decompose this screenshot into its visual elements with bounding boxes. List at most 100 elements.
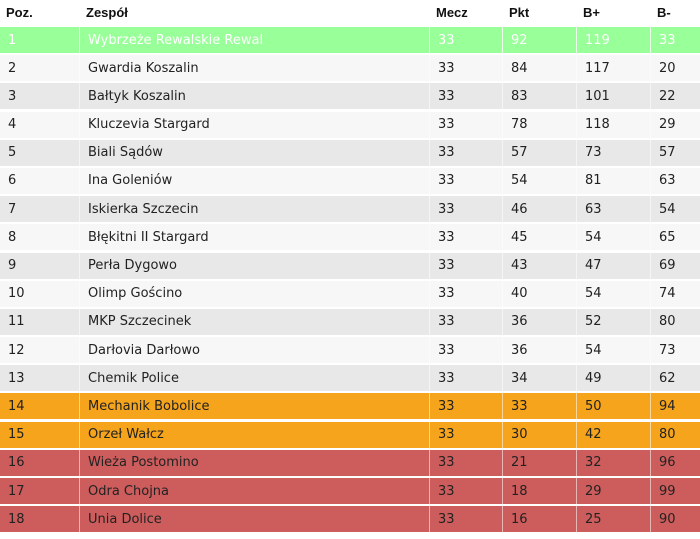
cell-goals-for: 50 (577, 393, 651, 420)
table-row: 13 Chemik Police 33 34 49 62 (0, 365, 700, 392)
cell-points: 36 (503, 308, 577, 335)
cell-matches: 33 (430, 337, 503, 364)
cell-goals-against: 65 (659, 229, 676, 245)
cell-position: 4 (0, 111, 80, 138)
table-row: 12 Darłovia Darłowo 33 36 54 73 (0, 337, 700, 364)
cell-matches: 33 (430, 478, 503, 504)
cell-matches: 33 (430, 280, 503, 307)
cell-goals-against: 62 (659, 370, 676, 386)
cell-points: 18 (503, 478, 577, 504)
cell-goals-against: 29 (659, 117, 676, 133)
table-row: 2 Gwardia Koszalin 33 84 117 20 (0, 55, 700, 82)
cell-team-name: MKP Szczecinek (80, 308, 430, 335)
table-row: 9 Perła Dygowo 33 43 47 69 (0, 252, 700, 279)
cell-matches: 33 (430, 449, 503, 476)
table-row: 7 Iskierka Szczecin 33 46 63 54 (0, 196, 700, 223)
cell-position: 16 (0, 449, 80, 476)
cell-goals-against: 96 (659, 455, 676, 471)
table-row: 11 MKP Szczecinek 33 36 52 80 (0, 308, 700, 335)
cell-matches: 33 (430, 83, 503, 110)
cell-matches: 33 (430, 196, 503, 223)
table-header: Poz. Zespół Mecz Pkt B+ B- (0, 0, 700, 25)
cell-points: 57 (503, 139, 577, 166)
cell-points: 30 (503, 421, 577, 448)
cell-points: 54 (503, 167, 577, 194)
cell-goals-for: 42 (577, 421, 651, 448)
cell-matches: 33 (430, 506, 503, 533)
cell-position: 12 (0, 337, 80, 364)
table-row: 5 Biali Sądów 33 57 73 57 (0, 139, 700, 166)
cell-matches: 33 (430, 252, 503, 279)
cell-points: 84 (503, 55, 577, 82)
cell-matches: 33 (430, 27, 503, 53)
header-team: Zespół (80, 5, 430, 20)
cell-goals-against: 74 (659, 286, 676, 302)
cell-goals-against: 99 (659, 483, 676, 499)
cell-goals-against: 33 (659, 32, 676, 48)
cell-goals-for: 32 (577, 449, 651, 476)
cell-team-name: Mechanik Bobolice (80, 393, 430, 420)
cell-goals-for: 118 (577, 111, 651, 138)
cell-points: 78 (503, 111, 577, 138)
cell-team-name: Błękitni II Stargard (80, 224, 430, 251)
cell-matches: 33 (430, 55, 503, 82)
cell-points: 36 (503, 337, 577, 364)
table-row: 18 Unia Dolice 33 16 25 90 (0, 506, 700, 533)
cell-goals-for: 54 (577, 224, 651, 251)
cell-team-name: Gwardia Koszalin (80, 55, 430, 82)
header-points: Pkt (503, 5, 577, 20)
cell-points: 83 (503, 83, 577, 110)
cell-position: 15 (0, 421, 80, 448)
cell-points: 46 (503, 196, 577, 223)
cell-matches: 33 (430, 111, 503, 138)
table-row: 14 Mechanik Bobolice 33 33 50 94 (0, 393, 700, 420)
cell-points: 33 (503, 393, 577, 420)
cell-goals-against: 90 (659, 511, 676, 527)
cell-goals-for: 63 (577, 196, 651, 223)
cell-team-name: Orzeł Wałcz (80, 421, 430, 448)
cell-position: 2 (0, 55, 80, 82)
table-row: 4 Kluczevia Stargard 33 78 118 29 (0, 111, 700, 138)
cell-goals-against: 80 (659, 427, 676, 443)
header-goals-against: B- (657, 5, 671, 20)
cell-goals-against: 22 (659, 88, 676, 104)
cell-goals-for: 119 (577, 27, 651, 53)
cell-position: 6 (0, 167, 80, 194)
cell-team-name: Iskierka Szczecin (80, 196, 430, 223)
cell-goals-for: 49 (577, 365, 651, 392)
cell-team-name: Unia Dolice (80, 506, 430, 533)
cell-team-name: Ina Goleniów (80, 167, 430, 194)
cell-points: 34 (503, 365, 577, 392)
cell-goals-for: 47 (577, 252, 651, 279)
table-row: 17 Odra Chojna 33 18 29 99 (0, 478, 700, 504)
table-row: 6 Ina Goleniów 33 54 81 63 (0, 167, 700, 194)
cell-position: 13 (0, 365, 80, 392)
cell-points: 92 (503, 27, 577, 53)
cell-position: 5 (0, 139, 80, 166)
cell-team-name: Bałtyk Koszalin (80, 83, 430, 110)
cell-team-name: Wybrzeże Rewalskie Rewal (80, 27, 430, 53)
table-row: 1 Wybrzeże Rewalskie Rewal 33 92 119 33 (0, 27, 700, 53)
cell-team-name: Kluczevia Stargard (80, 111, 430, 138)
cell-goals-against: 73 (659, 342, 676, 358)
cell-goals-against: 69 (659, 258, 676, 273)
cell-team-name: Darłovia Darłowo (80, 337, 430, 364)
cell-team-name: Olimp Gościno (80, 280, 430, 307)
table-row: 10 Olimp Gościno 33 40 54 74 (0, 280, 700, 307)
cell-position: 11 (0, 308, 80, 335)
table-row: 8 Błękitni II Stargard 33 45 54 65 (0, 224, 700, 251)
cell-goals-against: 63 (659, 173, 676, 189)
cell-matches: 33 (430, 393, 503, 420)
table-row: 16 Wieża Postomino 33 21 32 96 (0, 449, 700, 476)
cell-team-name: Biali Sądów (80, 139, 430, 166)
cell-points: 16 (503, 506, 577, 533)
cell-position: 10 (0, 280, 80, 307)
cell-position: 18 (0, 506, 80, 533)
cell-goals-against: 80 (659, 314, 676, 330)
cell-points: 40 (503, 280, 577, 307)
cell-position: 9 (0, 252, 80, 279)
cell-matches: 33 (430, 224, 503, 251)
cell-goals-for: 54 (577, 280, 651, 307)
cell-goals-for: 25 (577, 506, 651, 533)
